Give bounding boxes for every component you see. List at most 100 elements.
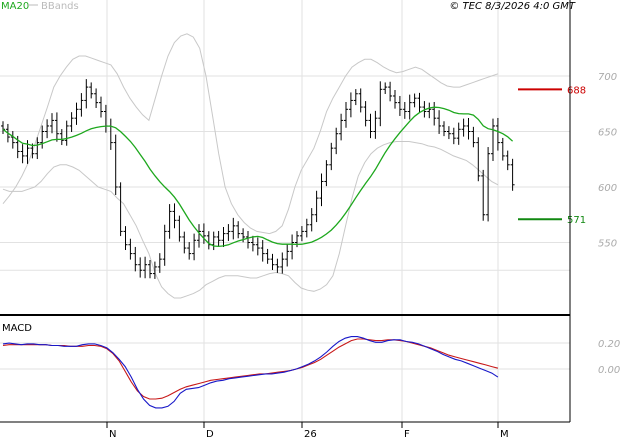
price-bar (417, 92, 422, 113)
price-bar (94, 88, 99, 108)
x-tick-label: F (404, 429, 410, 440)
x-tick-label: M (500, 429, 509, 440)
price-bar (148, 260, 152, 279)
price-bar (1, 121, 5, 134)
macd-layer (0, 336, 570, 409)
price-bar (383, 82, 388, 94)
price-bar (40, 125, 45, 149)
price-bar (182, 231, 187, 254)
price-bar (368, 113, 373, 139)
price-bar (324, 160, 329, 187)
price-bar (84, 79, 89, 109)
price-bar (358, 88, 363, 113)
price-bar (378, 81, 383, 127)
price-bar (89, 82, 94, 99)
ma-layer (2, 106, 514, 248)
resistance-label: 688 (567, 85, 586, 96)
price-bar (211, 231, 216, 251)
grid (0, 0, 570, 422)
price-bar (226, 224, 231, 241)
x-tick-label: N (109, 429, 116, 440)
price-bar (250, 235, 255, 252)
macd-signal-line (2, 338, 499, 400)
price-bar (437, 110, 442, 134)
macd-tick-label: 0.00 (598, 365, 620, 376)
price-bar (275, 258, 280, 273)
price-bar (79, 93, 84, 117)
y-tick-label: 700 (598, 72, 617, 83)
price-bar (476, 137, 481, 182)
price-bar (500, 137, 505, 161)
price-bar (69, 112, 74, 132)
price-bar (486, 147, 491, 222)
price-bar (456, 122, 461, 145)
y-tick-labels: 550 600 650 700 (598, 72, 617, 250)
price-bar (353, 89, 358, 106)
bbands-upper (2, 33, 499, 235)
price-bar (167, 204, 172, 239)
price-bar (35, 137, 40, 160)
price-bar (505, 150, 510, 171)
bbands-label: BBands (41, 1, 79, 12)
price-bar (143, 256, 148, 279)
price-bar (334, 127, 339, 155)
price-bar (10, 131, 15, 149)
copyright-text: © TEC 8/3/2026 4:0 GMT (449, 1, 576, 12)
price-bar (329, 142, 334, 171)
price-bar (128, 238, 133, 260)
price-bar (451, 127, 456, 145)
price-bar (118, 182, 123, 237)
price-bar (339, 113, 344, 141)
price-bar (314, 190, 319, 223)
price-bar (402, 101, 407, 119)
price-bar (20, 144, 25, 164)
price-bar (510, 158, 515, 191)
price-bar (187, 242, 192, 260)
price-bar (108, 118, 113, 150)
price-bar (50, 113, 54, 134)
ma20-label: MA20 (1, 1, 29, 12)
price-bar (270, 253, 275, 271)
price-bar (255, 237, 260, 256)
price-bar (59, 129, 64, 146)
price-bar (113, 134, 118, 195)
price-bar (231, 217, 236, 240)
x-tick-labels: N D 26 F M (106, 422, 509, 440)
price-bar (344, 101, 348, 128)
price-bar (246, 230, 250, 249)
price-bar (481, 169, 486, 221)
price-bar (280, 252, 285, 274)
price-bar (427, 102, 432, 119)
price-bar (285, 244, 290, 267)
price-bar (373, 110, 378, 139)
price-bar (162, 224, 167, 266)
macd-label: MACD (2, 323, 32, 334)
price-bar (299, 226, 304, 242)
bbands-layer (2, 33, 499, 299)
x-tick-label: 26 (304, 429, 317, 440)
y-tick-label: 550 (598, 239, 617, 250)
price-bar (265, 248, 270, 264)
price-bar (236, 221, 241, 239)
price-bar (260, 240, 265, 262)
price-bar (123, 226, 128, 251)
price-bar (206, 231, 211, 250)
macd-tick-labels: 0.00 0.20 (598, 339, 620, 376)
price-bar (446, 126, 451, 140)
price-bar (99, 96, 103, 118)
ma20-line (2, 106, 514, 248)
support-label: 571 (567, 215, 586, 226)
price-bar (172, 203, 177, 229)
price-bar (388, 81, 393, 102)
price-bar (138, 257, 143, 278)
price-bar (309, 208, 314, 232)
price-bar (442, 121, 446, 137)
price-bar (216, 230, 221, 247)
price-bar (471, 126, 476, 148)
price-bar (74, 102, 79, 125)
price-bar (221, 226, 226, 247)
price-bar (152, 261, 157, 279)
x-tick-label: D (206, 429, 214, 440)
price-bar (319, 173, 324, 207)
